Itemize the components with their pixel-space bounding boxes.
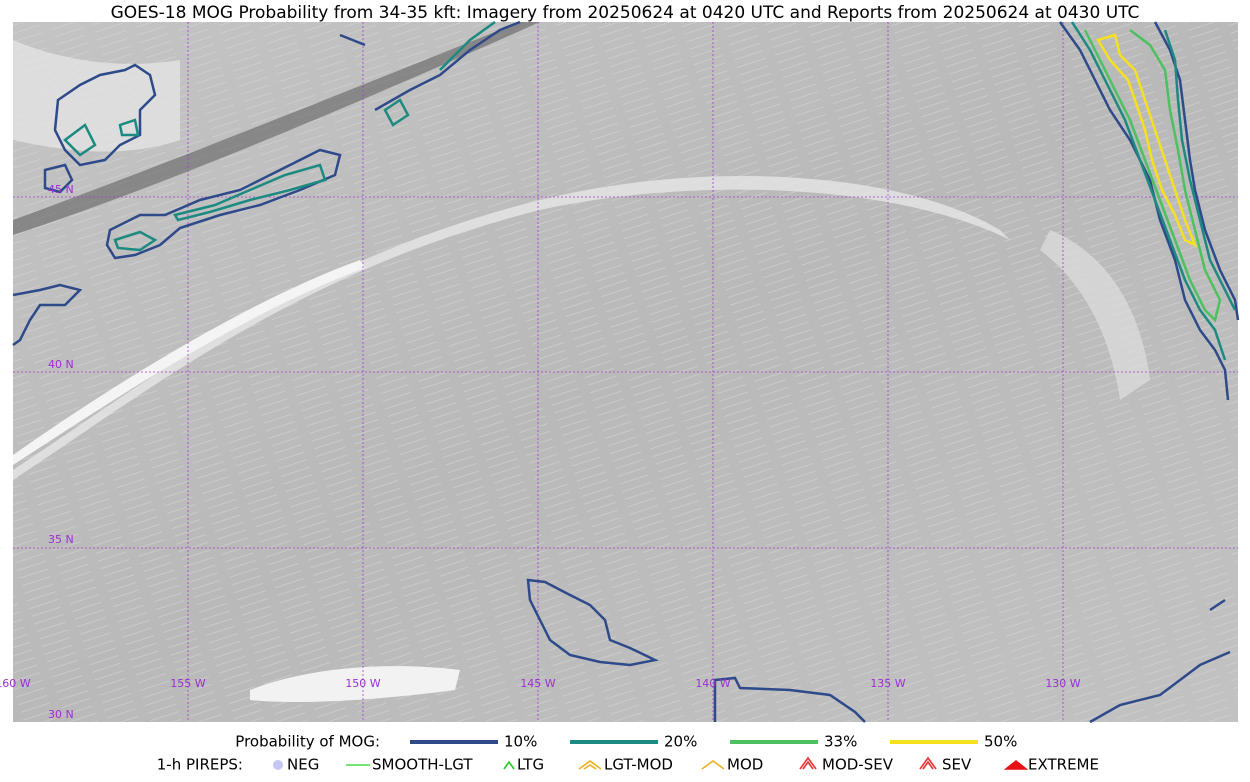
- contour: [1070, 21, 1237, 361]
- map-title: GOES-18 MOG Probability from 34-35 kft: …: [111, 3, 1140, 23]
- latitude-label: 40 N: [48, 358, 74, 371]
- legend-icon: [1003, 759, 1029, 770]
- latitude-label: 45 N: [48, 183, 74, 196]
- graticule: [13, 22, 1238, 722]
- longitude-label: 145 W: [520, 677, 555, 690]
- longitude-label: 130 W: [1045, 677, 1080, 690]
- legend-icon: [799, 756, 817, 770]
- contour: [1089, 598, 1231, 724]
- contour: [43, 163, 74, 194]
- legend-label: SEV: [942, 756, 972, 774]
- legend-title: Probability of MOG:: [235, 733, 380, 751]
- longitude-label: 140 W: [695, 677, 730, 690]
- legend-icon: [503, 760, 515, 770]
- longitude-label: 155 W: [170, 677, 205, 690]
- contour: [12, 283, 83, 347]
- legend: Probability of MOG: 10% 20% 33% 50% 1-h PIREP…: [157, 733, 1099, 774]
- latitude-label: 30 N: [48, 708, 74, 721]
- longitude-label: 150 W: [345, 677, 380, 690]
- contour: [526, 578, 659, 667]
- contour: [1058, 21, 1230, 401]
- legend-icon: [701, 760, 725, 770]
- legend-icon: [273, 760, 283, 770]
- contour: [63, 20, 496, 252]
- legend-label: EXTREME: [1028, 756, 1099, 774]
- legend-label: SMOOTH-LGT: [372, 756, 473, 774]
- legend-icon: [919, 756, 937, 770]
- legend-label: MOD-SEV: [822, 756, 894, 774]
- legend-icon: [578, 760, 602, 770]
- legend-label: LTG: [517, 756, 544, 774]
- legend-label: LGT-MOD: [604, 756, 673, 774]
- legend-label: 50%: [984, 733, 1017, 751]
- legend-label: 33%: [824, 733, 857, 751]
- contour: [1096, 33, 1198, 248]
- legend-label: 20%: [664, 733, 697, 751]
- legend-label: NEG: [287, 756, 319, 774]
- longitude-label: 135 W: [870, 677, 905, 690]
- contour: [1083, 29, 1222, 323]
- legend-label: 10%: [504, 733, 537, 751]
- longitude-label: 160 W: [0, 677, 31, 690]
- probability-contours: [12, 20, 1240, 724]
- coordinate-labels: 45 N 40 N 35 N 30 N 160 W 155 W 150 W 145 W 140 …: [0, 183, 1081, 721]
- contour: [339, 20, 521, 112]
- latitude-label: 35 N: [48, 533, 74, 546]
- legend-title: 1-h PIREPS:: [157, 756, 243, 774]
- contour: [53, 63, 157, 167]
- contour: [713, 676, 866, 723]
- legend-label: MOD: [727, 756, 763, 774]
